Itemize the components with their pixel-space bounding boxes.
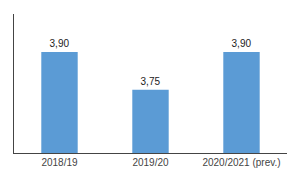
- svg-text:2019/20: 2019/20: [132, 157, 169, 168]
- svg-text:2020/2021 (prev.): 2020/2021 (prev.): [202, 157, 280, 168]
- svg-text:2018/19: 2018/19: [41, 157, 78, 168]
- svg-text:3,90: 3,90: [232, 38, 252, 49]
- svg-text:3,75: 3,75: [141, 76, 161, 87]
- svg-text:3,90: 3,90: [50, 38, 70, 49]
